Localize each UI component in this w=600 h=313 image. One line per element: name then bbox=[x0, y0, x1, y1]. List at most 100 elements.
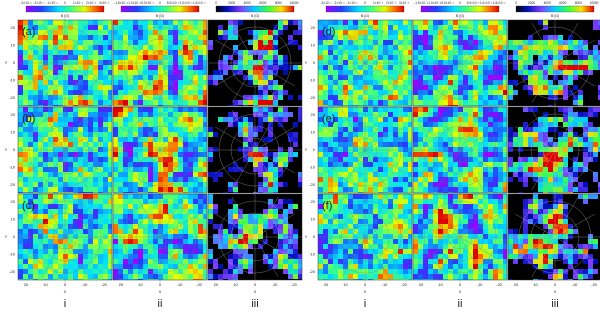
map-cell bbox=[513, 20, 518, 25]
map-cell bbox=[203, 137, 207, 142]
map-cell bbox=[68, 117, 73, 122]
map-cell bbox=[473, 40, 478, 45]
map-cell bbox=[573, 65, 578, 70]
map-cell bbox=[18, 80, 23, 85]
map-cell bbox=[178, 142, 183, 147]
map-cell bbox=[208, 40, 213, 45]
map-cell bbox=[98, 177, 103, 182]
map-cell bbox=[388, 85, 393, 90]
map-cell bbox=[328, 20, 333, 25]
map-cell bbox=[513, 60, 518, 65]
map-cell bbox=[203, 85, 207, 90]
map-cell bbox=[123, 259, 128, 264]
map-cell bbox=[38, 137, 43, 142]
map-cell bbox=[93, 229, 98, 234]
map-cell bbox=[343, 100, 348, 105]
map-cell bbox=[293, 182, 298, 187]
map-cell bbox=[93, 239, 98, 244]
map-cell bbox=[553, 75, 558, 80]
map-cell bbox=[433, 137, 438, 142]
map-cell bbox=[118, 35, 123, 40]
map-cell bbox=[408, 50, 412, 55]
map-cell bbox=[498, 65, 503, 70]
map-cell bbox=[393, 122, 398, 127]
map-cell bbox=[408, 122, 412, 127]
map-cell bbox=[188, 107, 193, 112]
column-label: i bbox=[64, 298, 66, 310]
map-cell bbox=[153, 234, 158, 239]
map-cell bbox=[123, 244, 128, 249]
map-cell bbox=[48, 20, 53, 25]
map-cell bbox=[53, 194, 58, 199]
map-cell bbox=[483, 177, 488, 182]
map-cell bbox=[123, 100, 128, 105]
map-cell bbox=[473, 112, 478, 117]
map-cell bbox=[108, 214, 112, 219]
map-cell bbox=[213, 162, 218, 167]
map-cell bbox=[198, 269, 203, 274]
map-cell bbox=[413, 157, 418, 162]
map-cell bbox=[488, 112, 493, 117]
map-cell bbox=[23, 50, 28, 55]
map-cell bbox=[193, 147, 198, 152]
map-cell bbox=[393, 137, 398, 142]
map-cell bbox=[188, 157, 193, 162]
map-cell bbox=[503, 167, 507, 172]
map-cell bbox=[168, 224, 173, 229]
map-cell bbox=[133, 50, 138, 55]
map-cell bbox=[33, 142, 38, 147]
map-cell bbox=[273, 142, 278, 147]
map-cell bbox=[518, 60, 523, 65]
map-cell bbox=[278, 194, 283, 199]
map-cell bbox=[413, 40, 418, 45]
map-cell bbox=[228, 249, 233, 254]
map-cell bbox=[233, 20, 238, 25]
map-cell bbox=[173, 182, 178, 187]
map-cell bbox=[163, 40, 168, 45]
map-cell bbox=[453, 172, 458, 177]
map-cell bbox=[363, 45, 368, 50]
x-tick-label: 10 bbox=[233, 282, 238, 287]
map-cell bbox=[298, 40, 302, 45]
map-cell bbox=[178, 209, 183, 214]
map-cell bbox=[73, 60, 78, 65]
map-cell bbox=[348, 137, 353, 142]
map-cell bbox=[453, 117, 458, 122]
map-cell bbox=[18, 107, 23, 112]
map-cell bbox=[258, 40, 263, 45]
map-cell bbox=[238, 249, 243, 254]
map-cell bbox=[118, 50, 123, 55]
map-cell bbox=[78, 100, 83, 105]
map-cell bbox=[83, 100, 88, 105]
map-cell bbox=[448, 112, 453, 117]
map-cell bbox=[493, 157, 498, 162]
map-cell bbox=[403, 177, 408, 182]
map-cell bbox=[298, 25, 302, 30]
map-cell bbox=[468, 122, 473, 127]
map-cell bbox=[43, 229, 48, 234]
map-cell bbox=[188, 259, 193, 264]
map-cell bbox=[238, 187, 243, 192]
map-cell bbox=[108, 147, 112, 152]
map-cell bbox=[488, 100, 493, 105]
map-cell bbox=[38, 25, 43, 30]
map-cell bbox=[343, 152, 348, 157]
map-cell bbox=[403, 70, 408, 75]
map-cell bbox=[458, 80, 463, 85]
map-cell bbox=[443, 147, 448, 152]
map-cell bbox=[518, 70, 523, 75]
map-cell bbox=[198, 100, 203, 105]
map-cell bbox=[113, 229, 118, 234]
map-cell bbox=[293, 219, 298, 224]
map-cell bbox=[323, 182, 328, 187]
map-cell bbox=[138, 60, 143, 65]
map-cell bbox=[558, 40, 563, 45]
map-cell bbox=[358, 167, 363, 172]
map-cell bbox=[133, 162, 138, 167]
map-cell bbox=[488, 107, 493, 112]
map-cell bbox=[158, 259, 163, 264]
map-cell bbox=[103, 100, 108, 105]
map-cell bbox=[583, 20, 588, 25]
map-cell bbox=[78, 127, 83, 132]
map-cell bbox=[498, 75, 503, 80]
